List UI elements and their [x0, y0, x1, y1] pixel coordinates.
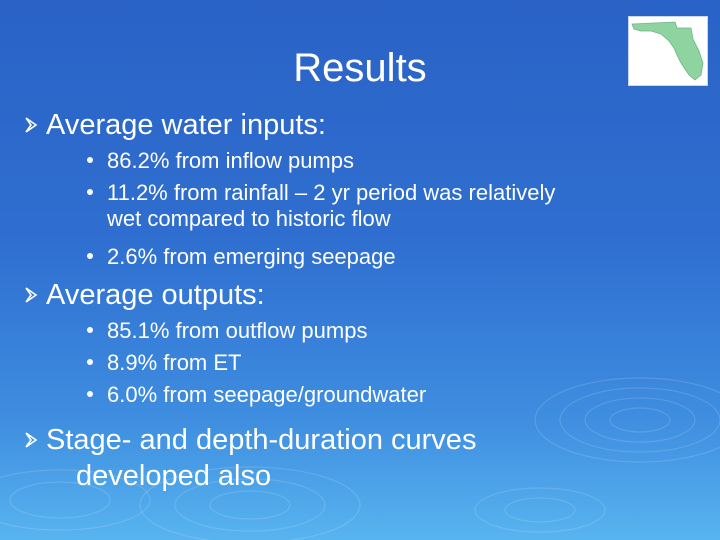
florida-map-icon — [628, 16, 708, 86]
slide-title: Results — [293, 46, 427, 90]
bullet-water-inputs: Average water inputs: — [46, 109, 326, 141]
sub-bullet-dot — [87, 157, 93, 163]
arrow-bullet-icon — [25, 432, 38, 448]
sub-bullet-dot — [87, 189, 93, 195]
sub-bullet-dot — [87, 359, 93, 365]
sub-bullet-inflow: 86.2% from inflow pumps — [107, 148, 354, 173]
sub-bullet-rainfall: 11.2% from rainfall – 2 yr period was re… — [107, 180, 556, 205]
sub-bullet-dot — [87, 327, 93, 333]
sub-bullet-seepage: 2.6% from emerging seepage — [107, 244, 396, 269]
bullet-duration-curves: Stage- and depth-duration curves — [46, 424, 477, 456]
arrow-bullet-icon — [25, 287, 38, 303]
sub-bullet-rainfall-cont: wet compared to historic flow — [107, 206, 391, 231]
bullet-outputs: Average outputs: — [46, 279, 265, 311]
sub-bullet-groundwater: 6.0% from seepage/groundwater — [107, 382, 427, 407]
sub-bullet-outflow: 85.1% from outflow pumps — [107, 318, 368, 343]
sub-bullet-et: 8.9% from ET — [107, 350, 242, 375]
arrow-bullet-icon — [25, 117, 38, 133]
bullet-duration-curves-cont: developed also — [76, 460, 272, 492]
sub-bullet-dot — [87, 253, 93, 259]
sub-bullet-dot — [87, 391, 93, 397]
